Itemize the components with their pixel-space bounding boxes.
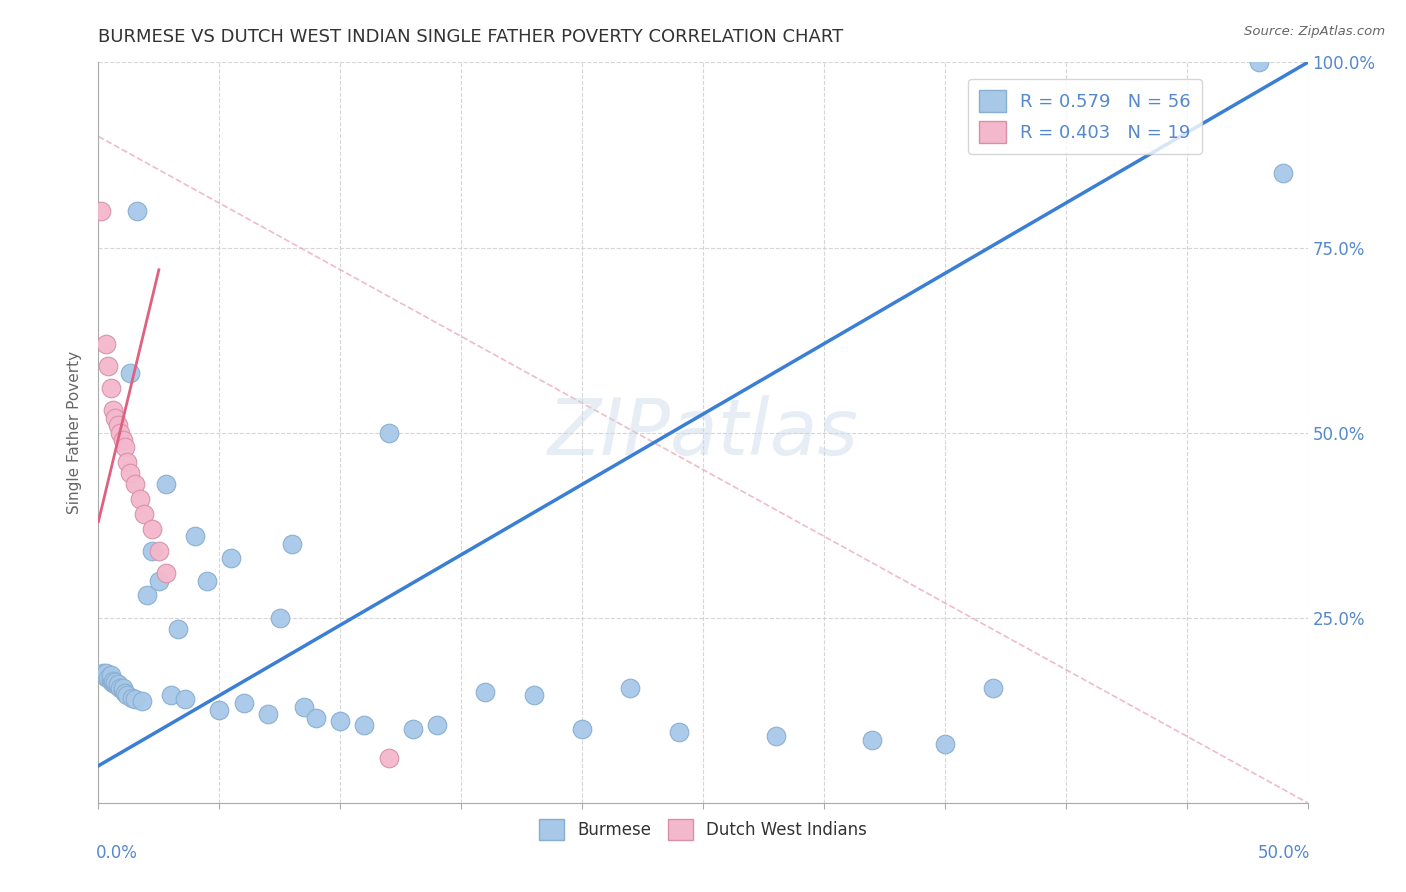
Point	[269, 610, 291, 624]
Point	[101, 676, 124, 690]
Point	[107, 679, 129, 693]
Point	[523, 689, 546, 703]
Point	[1272, 166, 1295, 180]
Point	[118, 367, 141, 381]
Point	[155, 477, 177, 491]
Point	[91, 666, 114, 681]
Point	[134, 507, 156, 521]
Point	[281, 536, 304, 550]
Point	[571, 722, 593, 736]
Point	[426, 718, 449, 732]
Point	[111, 433, 134, 447]
Point	[118, 467, 141, 481]
Point	[107, 677, 129, 691]
Point	[97, 672, 120, 686]
Point	[860, 732, 883, 747]
Point	[128, 492, 150, 507]
Point	[221, 551, 243, 566]
Point	[619, 681, 641, 695]
Point	[208, 703, 231, 717]
Point	[117, 689, 139, 703]
Point	[117, 455, 139, 469]
Point	[141, 544, 163, 558]
Point	[174, 692, 197, 706]
Point	[353, 718, 375, 732]
Point	[377, 425, 399, 440]
Text: 0.0%: 0.0%	[96, 844, 138, 862]
Point	[292, 699, 315, 714]
Point	[148, 544, 170, 558]
Point	[135, 589, 157, 603]
Point	[94, 666, 117, 681]
Point	[100, 381, 122, 395]
Point	[107, 418, 129, 433]
Point	[124, 477, 146, 491]
Point	[90, 203, 112, 218]
Point	[160, 689, 183, 703]
Point	[100, 672, 122, 686]
Point	[101, 673, 124, 688]
Text: Source: ZipAtlas.com: Source: ZipAtlas.com	[1244, 25, 1385, 38]
Point	[111, 681, 134, 695]
Point	[100, 668, 122, 682]
Point	[765, 729, 787, 743]
Point	[111, 683, 134, 698]
Point	[121, 690, 143, 705]
Point	[329, 714, 352, 729]
Point	[184, 529, 207, 543]
Legend: Burmese, Dutch West Indians: Burmese, Dutch West Indians	[533, 813, 873, 847]
Point	[104, 410, 127, 425]
Point	[155, 566, 177, 581]
Point	[101, 403, 124, 417]
Point	[148, 574, 170, 588]
Text: BURMESE VS DUTCH WEST INDIAN SINGLE FATHER POVERTY CORRELATION CHART: BURMESE VS DUTCH WEST INDIAN SINGLE FATH…	[98, 28, 844, 45]
Point	[127, 203, 149, 218]
Point	[256, 706, 278, 721]
Point	[167, 622, 190, 636]
Point	[668, 725, 690, 739]
Point	[981, 681, 1004, 695]
Point	[305, 711, 328, 725]
Y-axis label: Single Father Poverty: Single Father Poverty	[67, 351, 83, 514]
Point	[1249, 55, 1271, 70]
Point	[124, 692, 146, 706]
Point	[104, 675, 127, 690]
Point	[195, 574, 218, 588]
Point	[131, 693, 153, 707]
Point	[100, 673, 122, 688]
Point	[402, 722, 425, 736]
Point	[108, 681, 131, 695]
Point	[114, 441, 136, 455]
Text: ZIPatlas: ZIPatlas	[547, 394, 859, 471]
Point	[108, 425, 131, 440]
Point	[232, 696, 254, 710]
Point	[94, 670, 117, 684]
Point	[104, 677, 127, 691]
Point	[141, 522, 163, 536]
Text: 50.0%: 50.0%	[1257, 844, 1310, 862]
Point	[474, 685, 496, 699]
Point	[114, 686, 136, 700]
Point	[97, 359, 120, 373]
Point	[94, 336, 117, 351]
Point	[377, 751, 399, 765]
Point	[934, 737, 956, 751]
